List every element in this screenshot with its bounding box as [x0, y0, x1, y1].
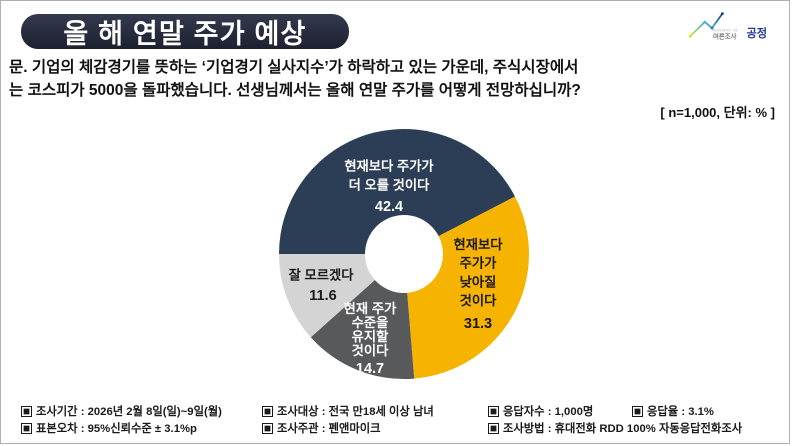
- svg-text:잘 모르겠다: 잘 모르겠다: [289, 267, 355, 283]
- svg-text:더 오를 것이다: 더 오를 것이다: [349, 177, 431, 193]
- svg-text:여론조사전문기관 · 공정: 여론조사전문기관 · 공정: [712, 28, 737, 32]
- svg-text:11.6: 11.6: [309, 288, 336, 304]
- svg-text:주가가: 주가가: [460, 256, 497, 271]
- svg-text:것이다: 것이다: [460, 292, 497, 308]
- svg-text:현재보다: 현재보다: [454, 237, 504, 252]
- svg-text:유지할: 유지할: [352, 328, 389, 344]
- svg-text:여론조사: 여론조사: [713, 31, 737, 40]
- svg-text:현재보다 주가가: 현재보다 주가가: [344, 159, 434, 174]
- svg-text:14.7: 14.7: [356, 361, 384, 377]
- svg-text:낮아질: 낮아질: [460, 273, 497, 289]
- svg-text:수준을: 수준을: [352, 315, 389, 330]
- svg-text:현재 주가: 현재 주가: [344, 301, 397, 316]
- svg-text:공정: 공정: [747, 26, 768, 40]
- svg-text:31.3: 31.3: [464, 316, 492, 332]
- svg-text:42.4: 42.4: [375, 199, 403, 215]
- svg-text:것이다: 것이다: [352, 342, 389, 358]
